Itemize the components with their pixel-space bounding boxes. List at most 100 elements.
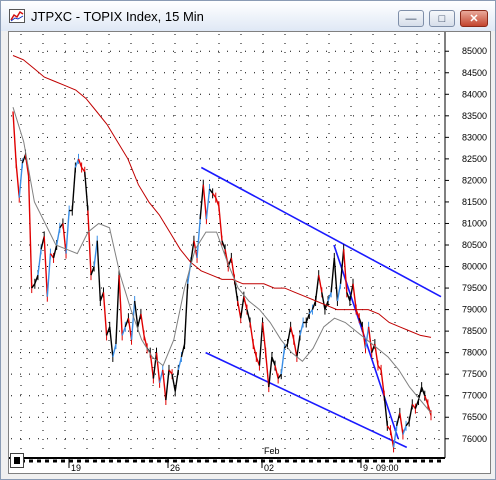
price-bar [414, 399, 420, 409]
price-axis[interactable]: 76000 76500 77000 77500 78000 78500 79000 79500… [445, 32, 490, 444]
price-bar [177, 356, 183, 371]
price-bar [215, 197, 220, 207]
price-bar [37, 249, 42, 276]
minimize-button[interactable]: — [398, 10, 424, 27]
price-bar [90, 266, 95, 276]
price-bar [386, 425, 392, 431]
time-axis[interactable]: 19 26 02 9 - 09:00 Feb [9, 446, 445, 473]
price-bar [199, 184, 204, 220]
trendline-layer[interactable] [200, 166, 442, 449]
price-bar [21, 154, 27, 164]
price-bar [77, 158, 83, 168]
price-bar [299, 322, 304, 336]
price-bar [277, 373, 282, 379]
price-tick-label: 77500 [462, 369, 487, 379]
price-bar [218, 206, 223, 241]
price-bar [133, 300, 139, 327]
price-bar [55, 227, 61, 246]
price-bar [130, 300, 136, 340]
price-bar [15, 163, 20, 198]
price-tick-label: 79500 [462, 283, 487, 293]
close-button[interactable]: ✕ [460, 10, 488, 27]
price-bar [389, 430, 395, 448]
price-bar [402, 425, 407, 435]
price-bar [311, 300, 317, 310]
price-bar [352, 283, 357, 310]
price-tick-label: 84500 [462, 68, 487, 78]
price-bar [308, 309, 314, 315]
price-bar [183, 283, 189, 345]
price-bar [202, 184, 208, 220]
price-bar [27, 176, 33, 289]
price-bar [115, 275, 120, 345]
price-bar [74, 158, 80, 168]
date-label: 19 [71, 463, 81, 473]
price-bar [34, 274, 39, 284]
price-bar [168, 369, 173, 375]
price-bar [212, 192, 217, 199]
price-tick-label: 84000 [462, 89, 487, 99]
price-bar [286, 326, 292, 345]
price-bar [205, 188, 211, 220]
chart-app-icon [9, 9, 25, 23]
price-bar [336, 283, 342, 302]
price-bar [180, 343, 186, 358]
title-bar[interactable]: JTPXC - TOPIX Index, 15 Min — □ ✕ [1, 1, 495, 31]
price-bar [346, 292, 351, 302]
price-tick-label: 82500 [462, 154, 487, 164]
price-bar [24, 154, 30, 177]
scroll-thumb[interactable] [14, 457, 20, 464]
price-tick-label: 77000 [462, 391, 487, 401]
month-label: Feb [264, 446, 280, 456]
price-bar [405, 421, 410, 427]
price-bar [374, 343, 379, 366]
price-tick-label: 83000 [462, 132, 487, 142]
price-bar [158, 369, 164, 383]
price-tick-label: 78500 [462, 326, 487, 336]
price-bar [293, 339, 298, 358]
price-bar [137, 313, 142, 327]
price-bar [121, 326, 126, 336]
chart-area[interactable]: 76000 76500 77000 77500 78000 78500 79000 79500… [8, 31, 491, 474]
price-bar [411, 403, 416, 410]
price-bar [221, 240, 226, 250]
price-bar [12, 111, 17, 164]
price-bar [249, 322, 254, 345]
price-bar [233, 279, 239, 302]
scroll-control[interactable] [10, 453, 24, 468]
price-bar [408, 404, 413, 422]
price-bar [96, 240, 102, 302]
price-bar [140, 313, 145, 336]
price-bar [358, 317, 364, 328]
price-bar [31, 283, 36, 289]
price-bar [87, 210, 92, 276]
price-bar [162, 369, 167, 401]
price-bar [321, 292, 326, 310]
price-bar [71, 167, 77, 211]
price-bar [143, 335, 148, 349]
price-tick-label: 81000 [462, 218, 487, 228]
price-tick-label: 78000 [462, 348, 487, 358]
price-bar [399, 412, 404, 435]
price-bar [339, 249, 345, 284]
price-chart[interactable]: 76000 76500 77000 77500 78000 78500 79000 79500… [9, 32, 490, 473]
price-bar [149, 352, 155, 379]
price-bar [196, 219, 201, 258]
price-bar [274, 365, 279, 379]
price-bar [109, 326, 114, 358]
price-bar [383, 395, 389, 426]
price-bar [18, 163, 24, 198]
trendline[interactable] [200, 166, 442, 298]
trendline[interactable] [205, 351, 408, 449]
price-bar [240, 296, 245, 319]
price-bar [118, 275, 123, 336]
maximize-button[interactable]: □ [429, 10, 455, 27]
price-bar [127, 318, 133, 340]
price-bar [330, 257, 335, 293]
price-bar [252, 343, 257, 358]
price-bar [305, 313, 311, 323]
price-bar [420, 386, 426, 396]
price-bar [112, 343, 117, 358]
price-bar [380, 369, 385, 396]
